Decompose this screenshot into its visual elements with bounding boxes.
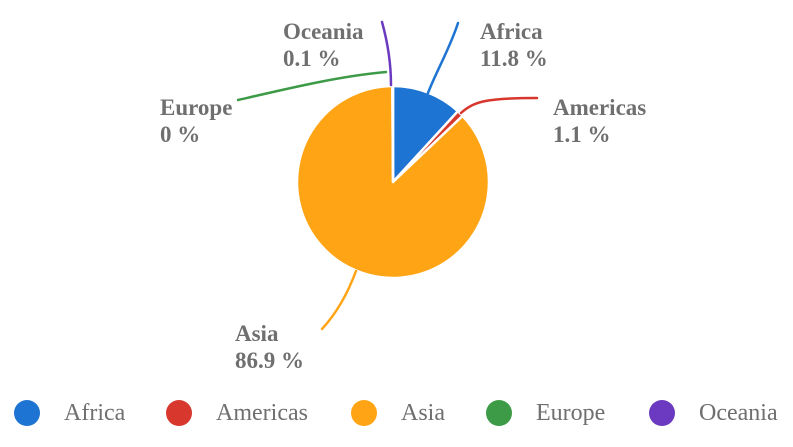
legend-item-africa[interactable]: Africa — [14, 399, 125, 427]
slice-callout-name: Asia — [235, 321, 279, 346]
slice-callout-name: Oceania — [283, 19, 364, 44]
slice-callout-oceania: Oceania 0.1 % — [283, 18, 364, 72]
slice-callout-africa: Africa 11.8 % — [480, 18, 548, 72]
slice-callout-name: Africa — [480, 19, 543, 44]
pie-slice-oceania[interactable] — [391, 84, 395, 184]
legend-label-asia: Asia — [401, 399, 445, 426]
legend-label-africa: Africa — [64, 399, 126, 426]
leader-line-asia — [320, 269, 358, 331]
slice-callout-americas: Americas 1.1 % — [553, 94, 646, 148]
leader-line-africa — [426, 21, 460, 95]
legend-swatch-asia — [351, 400, 377, 426]
slice-callout-value: 1.1 % — [553, 122, 611, 147]
legend-label-europe: Europe — [536, 399, 606, 426]
legend-swatch-africa — [14, 400, 40, 426]
slice-callout-name: Americas — [553, 95, 647, 120]
leader-line-oceania — [380, 20, 393, 87]
leader-line-americas — [459, 96, 539, 115]
slice-callout-europe: Europe 0 % — [160, 94, 232, 148]
legend-label-americas: Americas — [216, 399, 308, 426]
slice-callout-value: 86.9 % — [235, 348, 304, 373]
pie-plot-area — [236, 20, 539, 331]
slice-callout-asia: Asia 86.9 % — [235, 320, 304, 374]
slice-callout-value: 0.1 % — [283, 46, 341, 71]
legend-item-europe[interactable]: Europe — [486, 399, 605, 427]
slice-callout-value: 11.8 % — [480, 46, 548, 71]
slice-callout-value: 0 % — [160, 122, 201, 147]
legend-item-oceania[interactable]: Oceania — [649, 399, 778, 427]
legend-swatch-americas — [166, 400, 192, 426]
legend-swatch-europe — [486, 400, 512, 426]
legend-swatch-oceania — [649, 400, 675, 426]
pie-slices — [295, 84, 491, 280]
legend-item-asia[interactable]: Asia — [351, 399, 445, 427]
leader-lines — [236, 20, 539, 331]
legend-label-oceania: Oceania — [699, 399, 778, 426]
slice-callout-name: Europe — [160, 95, 233, 120]
legend-item-americas[interactable]: Americas — [166, 399, 308, 427]
leader-line-europe — [236, 70, 388, 102]
